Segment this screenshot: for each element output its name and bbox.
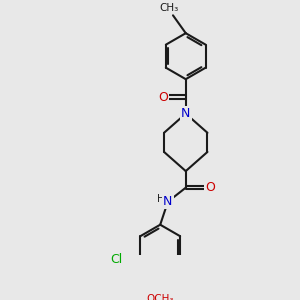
Text: O: O [205,181,215,194]
Text: N: N [163,195,172,208]
Text: Cl: Cl [110,253,122,266]
Text: N: N [181,107,190,120]
Text: OCH₃: OCH₃ [146,294,174,300]
Text: O: O [158,91,168,103]
Text: CH₃: CH₃ [160,3,179,13]
Text: H: H [157,194,164,204]
